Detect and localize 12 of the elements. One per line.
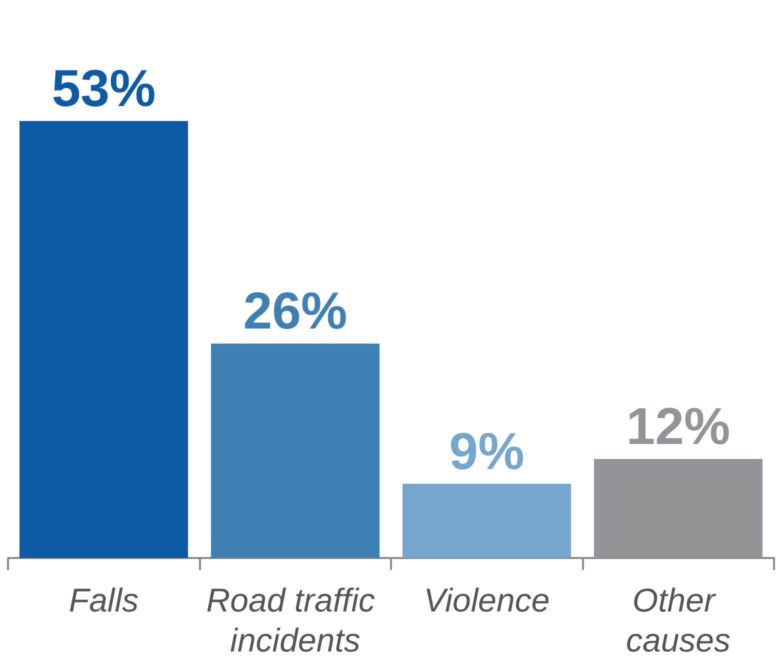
- x-tick-label: Other causes: [626, 582, 731, 658]
- data-label: 26%: [243, 282, 348, 341]
- x-tick-label: Road traffic incidents: [206, 582, 384, 658]
- x-tick-label: Falls: [68, 582, 139, 618]
- bar: [594, 459, 763, 558]
- data-label: 9%: [449, 422, 524, 481]
- bar: [402, 484, 572, 558]
- x-tick-label: Violence: [424, 582, 550, 618]
- bar: [210, 344, 380, 558]
- data-label: 12%: [626, 398, 730, 456]
- bar: [19, 121, 188, 558]
- data-label: 53%: [52, 60, 156, 118]
